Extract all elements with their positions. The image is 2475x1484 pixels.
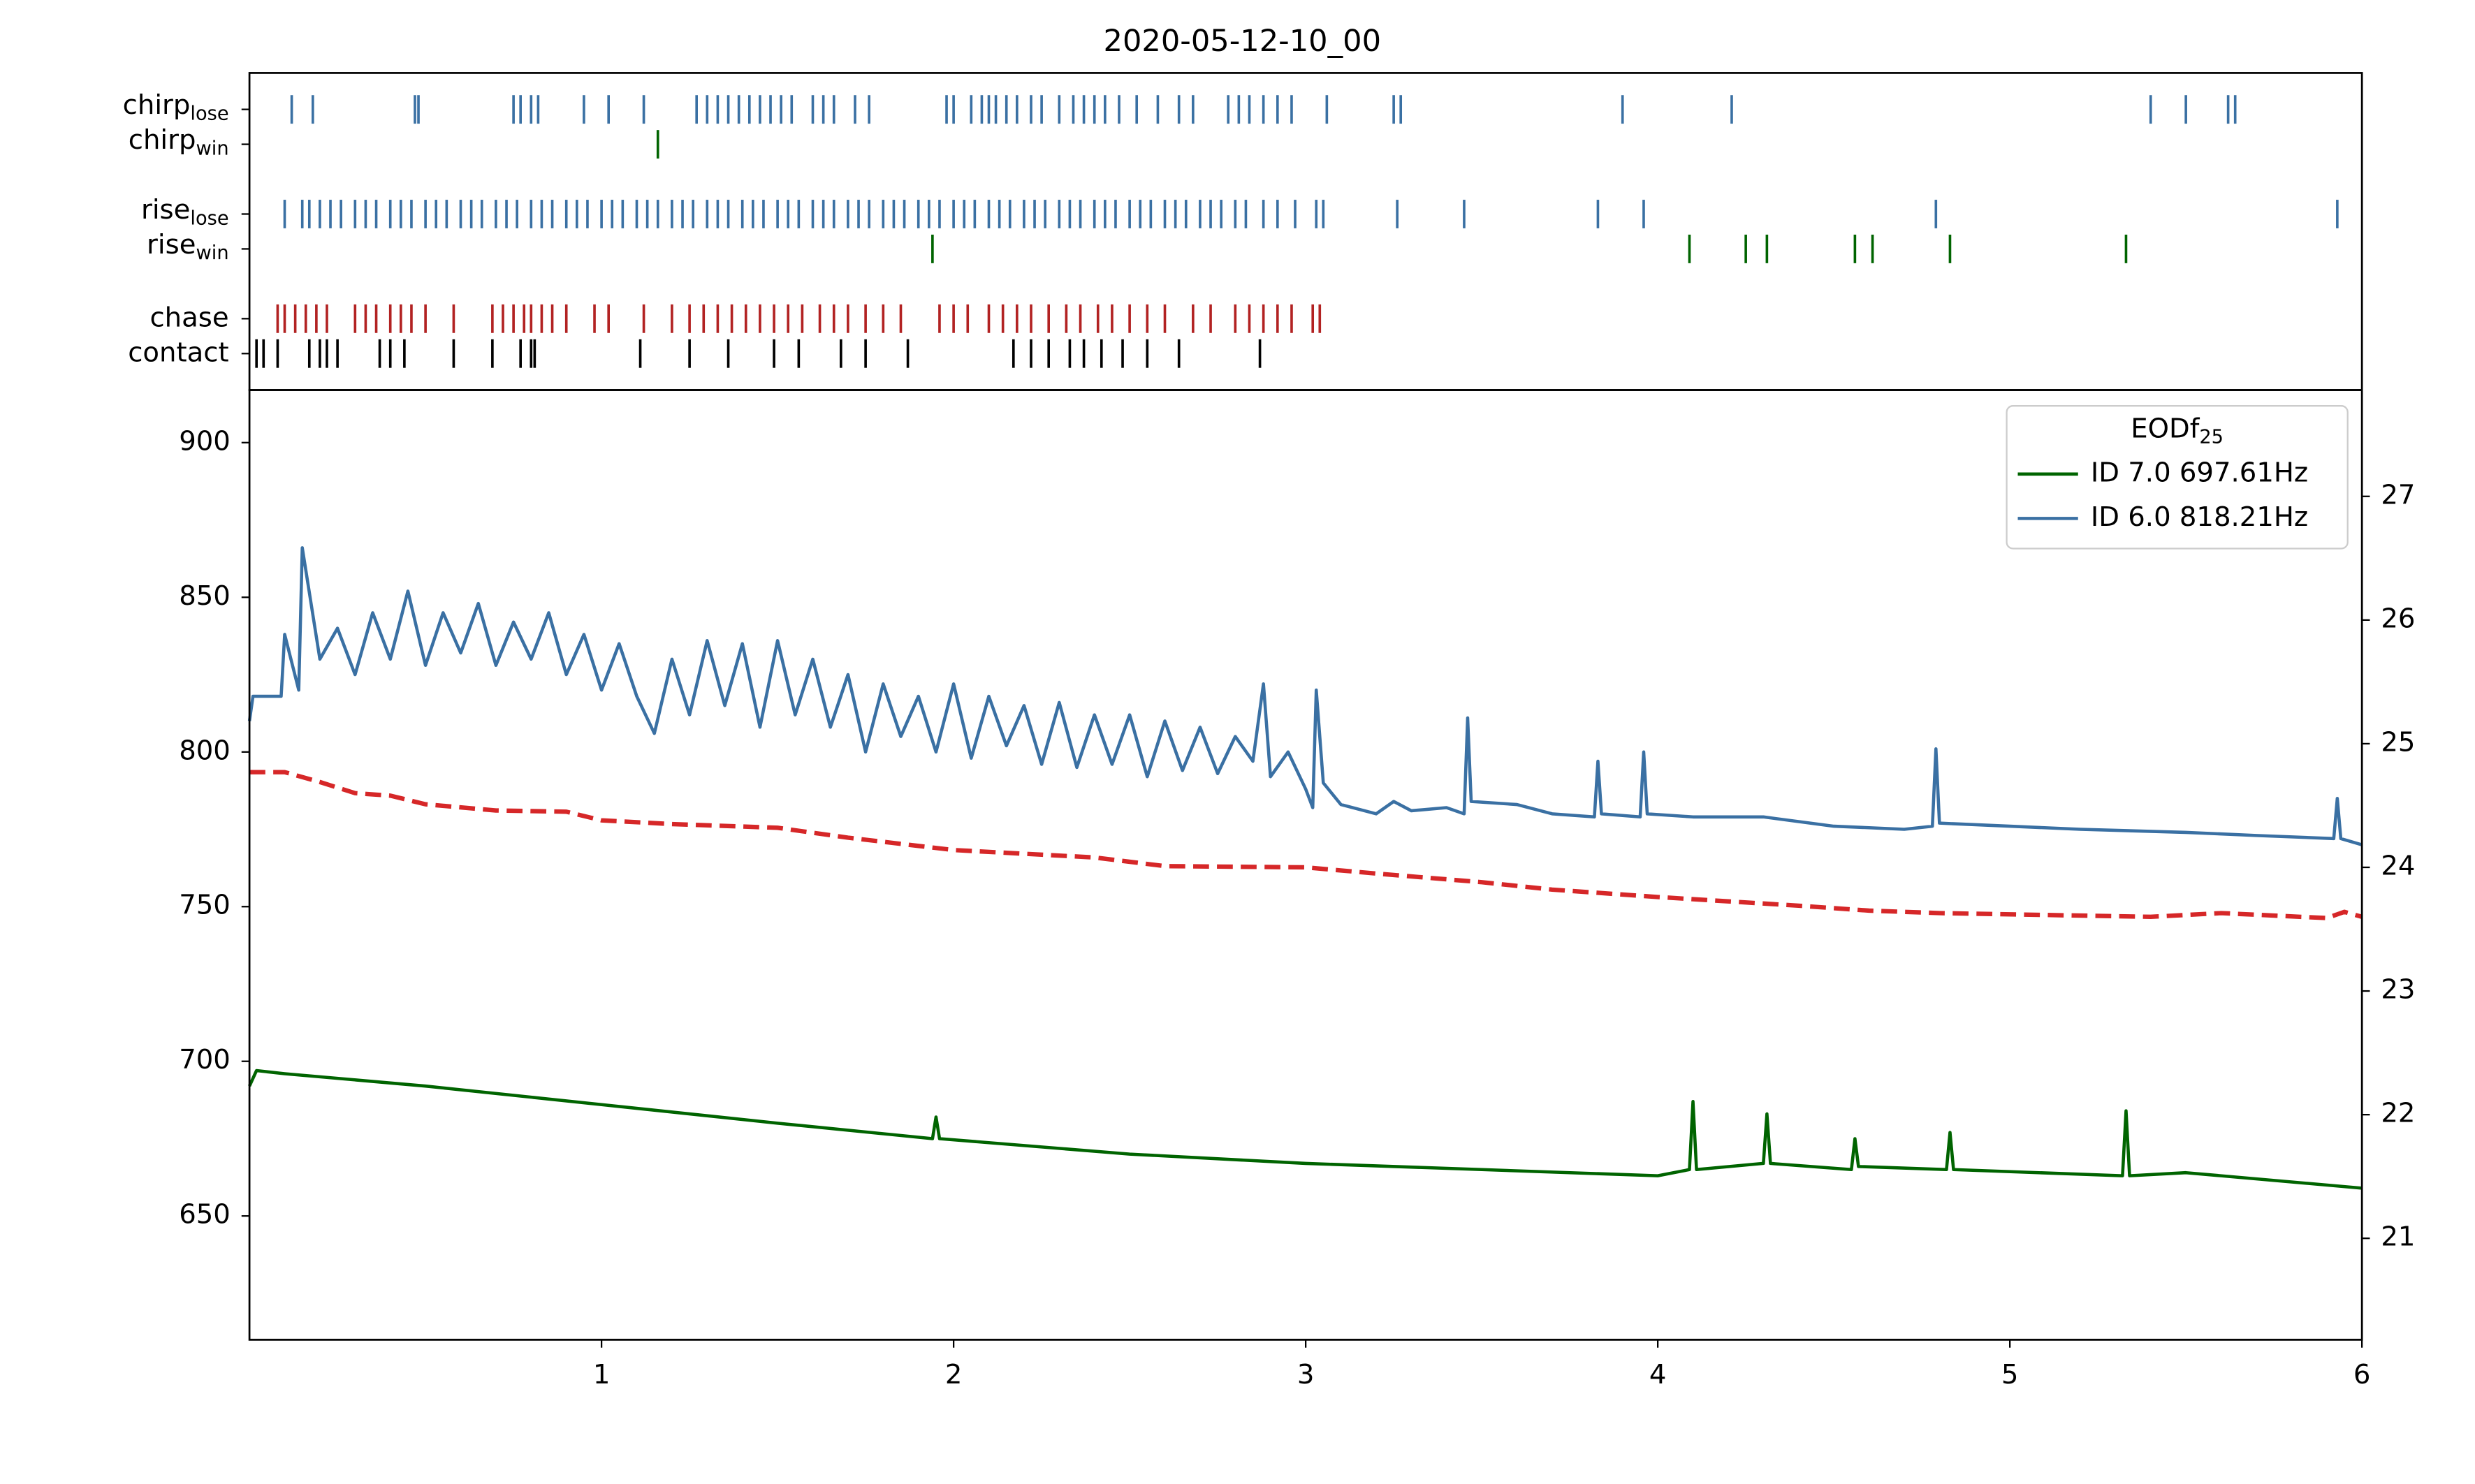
row-label-main: chirp: [129, 124, 196, 156]
figure-title: 2020-05-12-10_00: [1104, 24, 1382, 59]
frequency-panel: 1 2 3 4 5 665070075080085090021222324252627EO…: [179, 389, 2415, 1390]
y-tick-label: 750: [179, 890, 231, 921]
x-tick-label: 2: [945, 1359, 963, 1390]
row-label-main: rise: [147, 228, 196, 260]
x-tick-label: 5: [2001, 1359, 2019, 1390]
dashed-line: [249, 770, 2363, 920]
y2-tick-label: 21: [2381, 1221, 2415, 1253]
row-label: chirpwin: [129, 124, 229, 159]
y2-tick-label: 23: [2381, 974, 2415, 1006]
y-tick-label: 800: [179, 735, 231, 766]
row-label: risewin: [147, 228, 229, 263]
row-label-main: chase: [149, 302, 228, 333]
y2-tick-label: 27: [2381, 479, 2415, 510]
x-tick-label: 3: [1297, 1359, 1315, 1390]
legend-box: [2006, 405, 2349, 550]
row-label-main: rise: [141, 193, 190, 225]
legend-label: ID 7.0 697.61Hz: [2091, 457, 2308, 488]
line: [248, 1068, 2363, 1190]
x-tick-label: 1: [593, 1359, 611, 1390]
row-label: chase: [149, 302, 228, 333]
legend-title-main: EODf: [2131, 413, 2200, 444]
y2-tick-label: 24: [2381, 850, 2415, 881]
row-label-main: chirp: [123, 89, 191, 121]
panel-frame: [248, 389, 2363, 1341]
row-label-subscript: lose: [190, 103, 228, 124]
row-label: contact: [128, 337, 228, 368]
x-tick-label: 6: [2353, 1359, 2371, 1390]
x-tick-label: 4: [1649, 1359, 1667, 1390]
y-tick-label: 700: [179, 1044, 231, 1075]
row-label-subscript: win: [196, 138, 228, 159]
y2-tick-label: 22: [2381, 1098, 2415, 1129]
row-label: chirplose: [123, 89, 229, 124]
legend-title-subscript: 25: [2199, 426, 2224, 448]
row-label-subscript: lose: [190, 207, 228, 229]
row-label-subscript: win: [196, 242, 228, 264]
y2-tick-label: 26: [2381, 603, 2415, 634]
row-label: riselose: [141, 193, 229, 228]
event-panel: chirplosechirpwinriseloserisewinchasecon…: [123, 72, 2363, 391]
y2-tick-label: 25: [2381, 726, 2415, 758]
legend-title: EODf25: [2131, 413, 2224, 448]
y-tick-label: 650: [179, 1199, 231, 1230]
line: [247, 546, 2363, 846]
row-label-main: contact: [128, 337, 228, 368]
y-tick-label: 900: [179, 425, 231, 457]
legend-label: ID 6.0 818.21Hz: [2091, 501, 2308, 533]
y-tick-label: 850: [179, 580, 231, 612]
